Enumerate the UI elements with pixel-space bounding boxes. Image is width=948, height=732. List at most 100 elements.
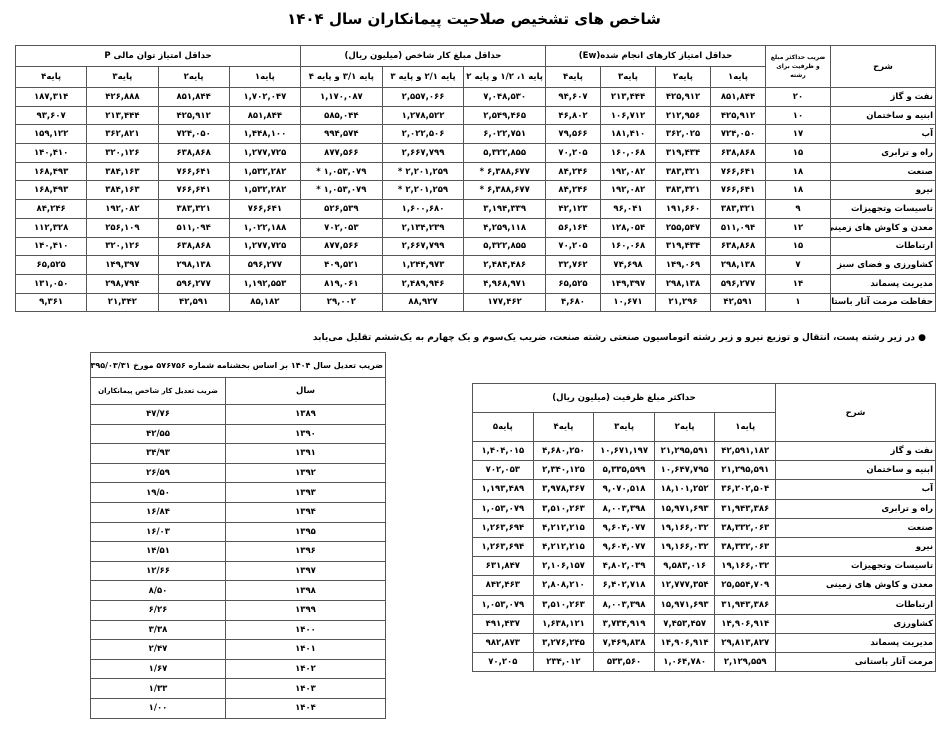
- table-row: ۱۴۰۱ ۲/۴۷: [90, 639, 386, 660]
- cell: ۶۳۸,۸۶۸: [710, 143, 766, 163]
- cell: ۳۲,۷۶۲: [545, 255, 601, 275]
- cell: ۵۳۳,۵۶۰: [593, 652, 655, 673]
- table-row: ۱۳۹۰ ۴۲/۵۵: [90, 423, 386, 445]
- cell: ۹: [765, 199, 831, 219]
- cell: ۸/۵۰: [90, 580, 226, 601]
- cell: ۱,۴۰۴,۰۱۵: [472, 440, 534, 462]
- cell: ۴۲,۵۹۱: [157, 292, 230, 313]
- cell: ۳۶۲,۰۲۵: [655, 124, 711, 145]
- cell: ۹,۳۶۱: [14, 292, 88, 313]
- cell: ۷۶۶,۶۴۱: [228, 199, 302, 219]
- cell: ۱,۰۶۴,۷۸۰: [653, 652, 716, 673]
- cell: ۱۴/۵۱: [90, 541, 226, 562]
- cell: ۱۴: [765, 273, 831, 294]
- table-row: تاسیسات وتجهیزات ۹ ۳۸۳,۳۲۱ ۱۹۱,۶۶۰ ۹۶,۰۴۱ ۴۲,…: [14, 199, 936, 219]
- cell: ۴۰۹,۵۲۱: [300, 255, 383, 275]
- cell: ۲۱,۲۹۵,۵۹۱: [653, 440, 716, 462]
- cell: ۱,۰۲۲,۱۸۸: [228, 217, 302, 238]
- cell: ۷۲۴,۰۵۰: [157, 124, 230, 145]
- cell: ۲۳۴,۰۱۲: [532, 652, 595, 673]
- column-header: پایه ۳/۱ و پایه ۴: [300, 66, 383, 88]
- cell: ۱۴۰۲: [225, 658, 386, 680]
- cell: ۱۰: [765, 105, 831, 126]
- table-row: کشاورزی ۱۴,۹۰۶,۹۱۴ ۷,۴۵۳,۴۵۷ ۳,۷۳۴,۹۱۹ ۱,۶۳۸…: [472, 613, 937, 634]
- table-row: حفاظت مرمت آثار باستانی ...۱۴۲,۵۹۱۲۱,۲۹۶…: [14, 292, 936, 313]
- table-row: ۱۳۹۵ ۱۶/۰۳: [90, 521, 386, 543]
- cell: ۱,۲۶۳,۶۹۴: [472, 517, 534, 538]
- column-header: پایه۱: [710, 66, 766, 88]
- column-header: پایه۲: [157, 66, 230, 88]
- cell: ۱۹۲,۰۸۲: [600, 161, 656, 182]
- cell: ۴۲۵,۹۱۲: [710, 105, 766, 126]
- cell: ۱,۱۹۳,۴۸۹: [472, 479, 534, 500]
- cell: ۴۹۱,۴۳۷: [472, 613, 534, 634]
- cell: ۴,۲۵۹,۱۱۸: [463, 217, 546, 238]
- header-row: شرح ضریب حداکثر مبلغ و ظرفیت برای رشته حدا…: [15, 45, 936, 88]
- table-row: راه و ترابری ۳۱,۹۴۳,۳۸۶ ۱۵,۹۷۱,۶۹۳ ۸,۰۰۳,۳۹…: [472, 498, 937, 519]
- cell: ۱۴۰,۴۱۰: [14, 143, 88, 163]
- cell: ۱/۰۰: [90, 697, 226, 719]
- cell: ۳۸۳,۳۲۱: [655, 180, 711, 201]
- row-label: نفت و گاز: [775, 440, 937, 462]
- table-row: نفت و گاز ۲۰ ۸۵۱,۸۴۴ ۴۲۵,۹۱۲ ۲۱۳,۴۴۴ ۹۴,۶۰۷ ۷,…: [14, 87, 936, 107]
- cell: ۷۶۶,۶۴۱: [710, 180, 766, 201]
- cell: ۱۱۲,۳۲۸: [14, 217, 88, 238]
- cell: ۴۷/۷۶: [90, 404, 226, 425]
- cell: ۱,۰۵۳,۰۷۹ *: [300, 161, 383, 182]
- cell: ۲,۰۲۲,۵۰۶: [381, 124, 465, 145]
- row-label: ابنیه و ساختمان: [775, 460, 937, 481]
- cell: ۶,۰۲۲,۷۵۱: [463, 124, 546, 145]
- table-row: راه و ترابری ۱۵ ۶۳۸,۸۶۸ ۳۱۹,۴۳۴ ۱۶۰,۰۶۸ ۷۰,۲۰…: [14, 143, 936, 163]
- cell: ۱۴۰۴: [225, 697, 386, 719]
- table-row: ۱۳۹۸ ۸/۵۰: [90, 580, 386, 601]
- cell: ۱,۲۷۷,۷۲۵: [228, 143, 302, 163]
- cell: ۱۳۹۴: [225, 501, 386, 523]
- cell: ۶۵,۵۲۵: [14, 255, 88, 275]
- cell: ۳۸,۳۳۲,۰۶۳: [714, 536, 777, 558]
- cell: ۶۳۸,۸۶۸: [157, 143, 230, 163]
- row-label: تاسیسات وتجهیزات: [775, 556, 937, 577]
- cell: ۳۱,۹۴۳,۳۸۶: [714, 594, 777, 615]
- cell: ۳۲۰,۱۲۶: [86, 236, 159, 257]
- column-header: ضریب تعدیل کار شاخص پیمانکاران: [90, 377, 226, 405]
- cell: ۲,۶۶۷,۷۹۹: [381, 236, 465, 257]
- cell: ۱۳۹۸: [225, 580, 386, 601]
- cell: ۷۰,۲۰۵: [545, 143, 601, 163]
- group-header: حداقل امتیاز توان مالی P: [15, 45, 301, 67]
- cell: ۵۱۱,۰۹۴: [710, 217, 766, 238]
- cell: ۱۳۸۹: [225, 404, 386, 425]
- row-label: راه و ترابری: [830, 143, 936, 163]
- cell: ۱۴۰,۴۱۰: [14, 236, 88, 257]
- cell: ۸,۰۰۳,۳۹۸: [593, 498, 655, 519]
- cell: ۳,۷۳۴,۹۱۹: [593, 613, 655, 634]
- cell: ۳,۵۱۰,۲۶۳: [532, 498, 595, 519]
- column-header: پایه۳: [86, 66, 159, 88]
- cell: ۲۹۸,۷۹۴: [86, 273, 159, 294]
- cell: ۲/۴۷: [90, 639, 226, 660]
- caption-row: ضریب تعدیل سال ۱۴۰۴ بر اساس بخشنامه شمار…: [90, 352, 386, 378]
- cell: ۲۶/۵۹: [90, 462, 226, 484]
- cell: ۳,۵۱۰,۲۶۳: [532, 594, 595, 615]
- cell: ۱,۶۰۰,۶۸۰: [381, 199, 465, 219]
- table-row: صنعت ۱۸ ۷۶۶,۶۴۱ ۳۸۳,۳۲۱ ۱۹۲,۰۸۲ ۸۴,۲۴۶ ۶,۳۸۸,۶…: [14, 161, 936, 182]
- cell: ۲۱,۳۴۲: [86, 292, 159, 313]
- cell: ۱۶۰,۰۶۸: [600, 143, 656, 163]
- row-label: مدیریت پسماند: [830, 273, 936, 294]
- cell: ۱۳۹۷: [225, 560, 386, 582]
- note-text: در زیر رشته پست، انتقال و توزیع نیرو و ز…: [312, 333, 915, 343]
- cell: ۱,۱۹۲,۵۵۳: [228, 273, 302, 294]
- cell: ۳۶۲,۸۲۱: [86, 124, 159, 145]
- cell: ۱: [765, 292, 831, 313]
- group-header: حداقل امتیاز کارهای انجام شده(Ew): [545, 45, 766, 67]
- cell: ۲,۴۸۴,۴۸۶: [463, 255, 546, 275]
- header-row: پایه۱ پایه۲ پایه۳ پایه۴ پایه ۱، ۱/۲ و پایه ۲…: [14, 66, 936, 88]
- row-label: مدیریت پسماند: [775, 632, 937, 654]
- cell: ۴۲۵,۹۱۲: [157, 105, 230, 126]
- cell: ۲,۱۳۴,۲۳۹: [381, 217, 465, 238]
- cell: ۵۲۶,۵۳۹: [300, 199, 383, 219]
- cell: ۷,۰۴۸,۵۳۰: [463, 87, 546, 107]
- table-row: ارتباطات ۳۱,۹۴۳,۳۸۶ ۱۵,۹۷۱,۶۹۳ ۸,۰۰۳,۳۹۸ ۳,۵…: [472, 594, 937, 615]
- page-title: شاخص های تشخیص صلاحیت پیمانکاران سال ۱۴۰…: [287, 10, 661, 28]
- column-header: پایه ۲/۱ و پایه ۳: [381, 66, 465, 88]
- cell: ۱۶/۸۴: [90, 501, 226, 523]
